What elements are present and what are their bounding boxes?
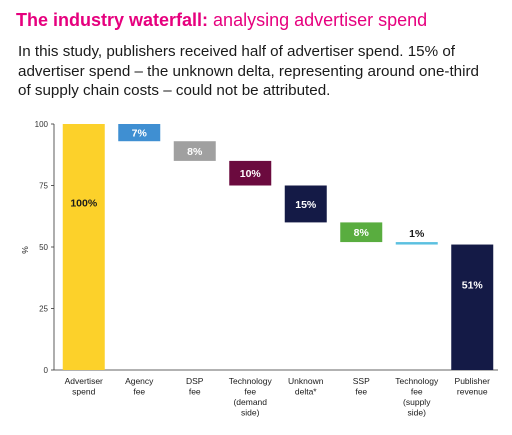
title-rest-part: analysing advertiser spend bbox=[208, 10, 428, 30]
bar-publisher-revenue bbox=[451, 244, 494, 370]
y-tick-label: 0 bbox=[44, 366, 49, 375]
y-tick-label: 100 bbox=[35, 120, 49, 129]
y-tick-label: 25 bbox=[39, 305, 48, 314]
bar-value-label: 10% bbox=[240, 168, 262, 180]
bar-advertiser-spend bbox=[62, 124, 105, 370]
bar-value-label: 15% bbox=[295, 199, 317, 211]
subtitle: In this study, publishers received half … bbox=[18, 43, 479, 99]
bar-value-label: 100% bbox=[70, 198, 98, 210]
category-label: Technology fee (supply side) bbox=[395, 376, 439, 418]
y-tick-label: 75 bbox=[39, 182, 48, 191]
bar-technology-fee-demand-side bbox=[229, 160, 272, 186]
bar-value-label: 8% bbox=[187, 146, 203, 158]
bar-value-label: 51% bbox=[462, 280, 484, 292]
bar-technology-fee-supply-side bbox=[395, 242, 438, 245]
y-tick-label: 50 bbox=[39, 243, 48, 252]
bar-value-label: 8% bbox=[354, 227, 370, 239]
bar-unknown-delta bbox=[284, 185, 327, 223]
category-label: DSP fee bbox=[186, 376, 204, 397]
category-label: Advertiser spend bbox=[65, 376, 103, 397]
title-bold-part: The industry waterfall: bbox=[16, 10, 209, 30]
category-label: Technology fee (demand side) bbox=[229, 376, 273, 418]
bar-value-label: 1% bbox=[409, 228, 425, 240]
category-label: Unknown delta* bbox=[288, 376, 324, 397]
bar-agency-fee bbox=[118, 124, 161, 142]
category-label: Agency fee bbox=[125, 376, 154, 397]
bar-ssp-fee bbox=[340, 222, 383, 243]
y-axis-label: % bbox=[20, 246, 30, 254]
category-label: Publisher revenue bbox=[455, 376, 491, 397]
category-label: SSP fee bbox=[353, 376, 370, 397]
bar-dsp-fee bbox=[173, 141, 216, 161]
page-title: The industry waterfall: analysing advert… bbox=[16, 10, 427, 31]
bar-value-label: 7% bbox=[132, 128, 148, 140]
